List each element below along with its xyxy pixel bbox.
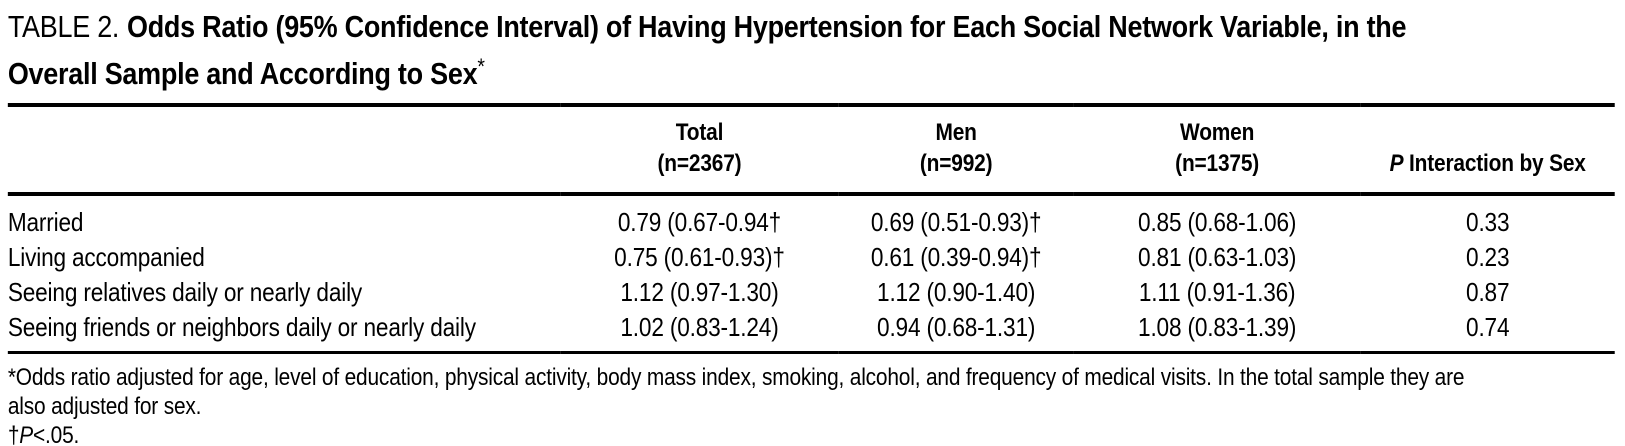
cell-p: 0.74 — [1360, 310, 1615, 355]
table-row-seeing-relatives: Seeing relatives daily or nearly daily 1… — [8, 275, 1615, 310]
header-total-n: (n=2367) — [657, 150, 742, 178]
table-header: Total (n=2367) Men (n=992) Women (n=1375… — [7, 103, 1615, 197]
cell-total: 1.12 (0.97-1.30) — [620, 277, 779, 308]
row-label: Living accompanied — [7, 242, 205, 273]
table-number-label: TABLE 2. — [7, 9, 120, 44]
header-men: Men (n=992) — [838, 103, 1074, 197]
header-total: Total (n=2367) — [560, 103, 839, 197]
footnote-dagger: †P<.05. — [8, 421, 1615, 446]
cell-women: 1.08 (0.83-1.39) — [1073, 310, 1361, 355]
footnote-star-marker: * — [7, 364, 16, 392]
table-footnotes: *Odds ratio adjusted for age, level of e… — [8, 363, 1615, 446]
cell-total: 0.75 (0.61-0.93)† — [614, 242, 785, 273]
table-title: TABLE 2. Odds Ratio (95% Confidence Inter… — [8, 7, 1615, 94]
cell-women: 0.85 (0.68-1.06) — [1138, 207, 1297, 238]
cell-women: 0.81 (0.63-1.03) — [1138, 242, 1297, 273]
header-women: Women (n=1375) — [1073, 103, 1361, 197]
table-body: Married 0.79 (0.67-0.94† 0.69 (0.51-0.93… — [7, 194, 1615, 355]
footnote-dagger-marker: † — [7, 422, 20, 446]
cell-men: 1.12 (0.90-1.40) — [877, 277, 1036, 308]
header-p-rest: Interaction by Sex — [1403, 150, 1586, 178]
header-p-interaction: P Interaction by Sex — [1360, 103, 1615, 197]
header-p-symbol: P — [1389, 150, 1404, 178]
cell-p: 0.23 — [1466, 242, 1510, 273]
cell-men: 0.94 (0.68-1.31) — [838, 310, 1074, 355]
footnote-star-line2: also adjusted for sex. — [7, 393, 202, 421]
header-total-label: Total — [675, 119, 724, 147]
title-footnote-marker: * — [477, 54, 485, 79]
footnote-star-line1: Odds ratio adjusted for age, level of ed… — [15, 364, 1465, 392]
table-title-text: Odds Ratio (95% Confidence Interval) of … — [7, 9, 1407, 92]
header-women-n: (n=1375) — [1175, 150, 1260, 178]
row-label: Seeing relatives daily or nearly daily — [7, 277, 363, 308]
cell-women: 1.11 (0.91-1.36) — [1138, 277, 1296, 308]
table-row-seeing-friends: Seeing friends or neighbors daily or nea… — [7, 310, 1615, 355]
table-row-married: Married 0.79 (0.67-0.94† 0.69 (0.51-0.93… — [8, 194, 1615, 240]
row-label: Married — [7, 207, 84, 238]
odds-ratio-table: Total (n=2367) Men (n=992) Women (n=1375… — [7, 103, 1615, 355]
row-label: Seeing friends or neighbors daily or nea… — [7, 310, 561, 355]
header-women-label: Women — [1180, 119, 1255, 147]
header-men-n: (n=992) — [919, 150, 993, 178]
cell-men: 0.61 (0.39-0.94)† — [870, 242, 1042, 273]
table-row-living-accompanied: Living accompanied 0.75 (0.61-0.93)† 0.6… — [8, 240, 1615, 275]
footnote-dagger-p-symbol: P — [19, 422, 34, 446]
table-title-line2: Overall Sample and According to Sex — [7, 56, 478, 92]
cell-total: 0.79 (0.67-0.94† — [617, 207, 782, 238]
footnote-dagger-rest: <.05. — [33, 422, 80, 446]
header-row: Total (n=2367) Men (n=992) Women (n=1375… — [7, 103, 1615, 197]
header-men-label: Men — [935, 119, 977, 147]
header-variable — [7, 103, 561, 197]
cell-p: 0.87 — [1466, 277, 1510, 308]
cell-p: 0.33 — [1466, 207, 1510, 238]
table-title-line1: Odds Ratio (95% Confidence Interval) of … — [127, 9, 1407, 44]
cell-men: 0.69 (0.51-0.93)† — [870, 207, 1042, 238]
footnote-star: *Odds ratio adjusted for age, level of e… — [8, 363, 1615, 421]
cell-total: 1.02 (0.83-1.24) — [560, 310, 839, 355]
